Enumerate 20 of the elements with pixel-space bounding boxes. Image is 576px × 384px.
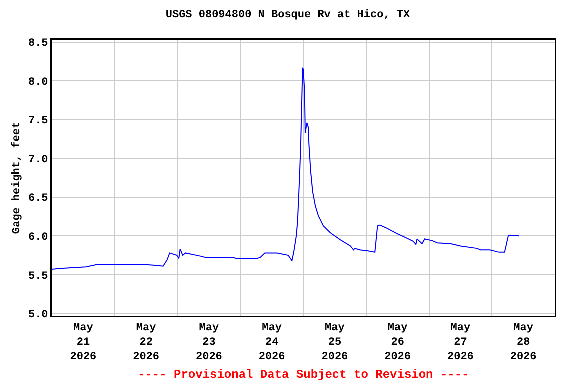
x-tick-label: May 26 2026 xyxy=(384,322,412,364)
y-tick-label: 8.0 xyxy=(28,76,48,89)
x-tick-label: May 24 2026 xyxy=(258,322,286,364)
line-series xyxy=(52,67,520,270)
y-tick-label: 7.5 xyxy=(28,116,49,128)
chart-title: USGS 08094800 N Bosque Rv at Hico, TX xyxy=(166,9,411,22)
y-tick-label: 6.5 xyxy=(28,193,49,206)
y-tick-label: 5.0 xyxy=(28,310,48,322)
x-tick-label: May 23 2026 xyxy=(196,322,222,364)
x-tick-label: May 22 2026 xyxy=(133,322,160,364)
y-tick-label: 8.5 xyxy=(28,38,49,50)
y-tick-label: 7.0 xyxy=(28,154,48,166)
y-tick-label: 6.0 xyxy=(28,232,48,244)
text: ---- Provisional Data Subject to Revision ---- xyxy=(138,368,470,382)
x-tick-label: May 28 2026 xyxy=(510,322,537,364)
x-tick-label: May 21 2026 xyxy=(70,322,97,364)
x-tick-label: May 25 2026 xyxy=(322,322,348,364)
y-tick-label: 5.5 xyxy=(28,270,49,283)
x-tick-label: May 27 2026 xyxy=(447,322,474,364)
y-axis-title: Gage height, feet xyxy=(10,122,24,234)
